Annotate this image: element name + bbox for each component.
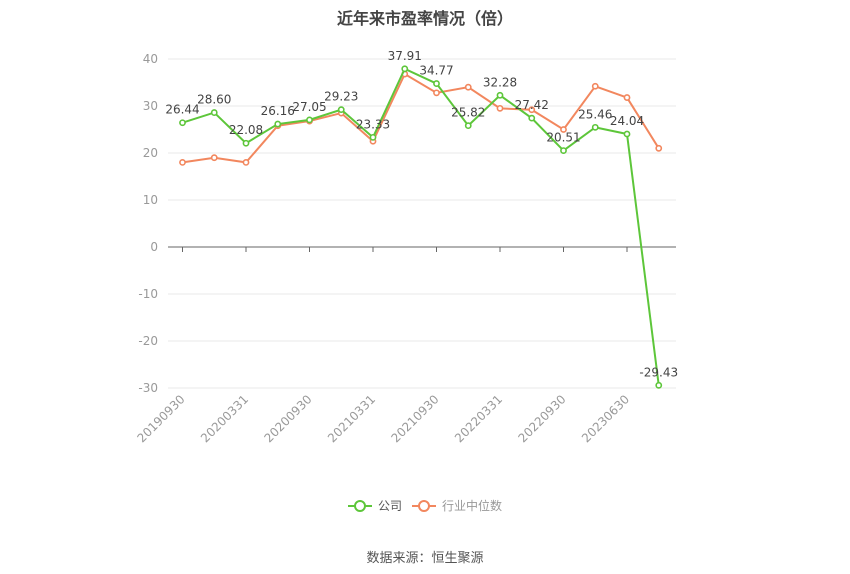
y-tick-label: 30 [143,99,158,113]
data-label: 23.33 [356,117,390,131]
data-label: 26.44 [165,103,199,117]
legend-industry-marker [418,500,430,512]
company-point [369,133,377,141]
company-point [401,65,409,73]
industry-point [464,83,472,91]
x-tick-label: 20210930 [389,392,442,445]
y-tick-label: 40 [143,52,158,66]
x-tick-label: 20200331 [198,392,251,445]
company-point [591,123,599,131]
data-label: 32.28 [483,75,517,89]
data-label: 22.08 [229,123,263,137]
industry-point [242,158,250,166]
data-label: 26.16 [261,104,295,118]
company-point [179,119,186,127]
company-point [464,122,472,130]
company-point [560,147,567,155]
company-point [210,109,218,116]
x-tick-label: 20210331 [325,392,378,445]
company-point [623,130,631,138]
legend-company-marker [354,500,366,512]
industry-point [433,89,440,97]
x-tick-label: 20190930 [135,392,188,445]
industry-point [179,158,186,166]
company-point [306,116,313,124]
company-point [337,106,345,114]
x-tick-label: 20220930 [516,392,569,445]
company-point [433,80,440,87]
data-label: 37.91 [388,49,422,63]
company-series-line [182,67,660,386]
industry-point [591,82,599,90]
data-label: 25.82 [451,106,485,120]
data-label: 20.51 [546,131,580,145]
industry-point [496,104,504,112]
legend-industry-label: 行业中位数 [442,498,502,513]
industry-point [623,94,631,101]
x-tick-label: 20230630 [579,392,632,445]
data-label: 27.05 [292,100,326,114]
company-point [496,91,504,99]
y-tick-label: 0 [150,240,158,254]
x-tick-label: 20200930 [262,392,315,445]
data-label: 24.04 [610,114,644,128]
industry-point [560,126,567,133]
data-label: 27.42 [515,98,549,112]
data-label: 34.77 [419,64,453,78]
company-point [528,114,536,122]
data-label: 29.23 [324,90,358,104]
industry-point [528,106,536,114]
industry-series-line [182,72,660,164]
y-tick-label: 10 [143,193,158,207]
y-tick-label: 20 [143,146,158,160]
company-point [274,120,282,128]
data-source: 数据来源：恒生聚源 [366,551,484,566]
x-tick-label: 20220331 [452,392,505,445]
y-tick-label: -30 [138,381,158,395]
y-tick-label: -20 [138,334,158,348]
industry-point [655,144,663,152]
data-label: 25.46 [578,107,612,121]
y-tick-label: -10 [138,287,158,301]
data-label: -29.43 [639,365,678,379]
industry-point [210,154,218,162]
chart-title: 近年来市盈率情况（倍） [336,9,513,28]
company-point [655,381,663,389]
company-point [242,139,250,147]
data-label: 28.60 [197,93,231,107]
legend-company-label: 公司 [378,499,402,513]
